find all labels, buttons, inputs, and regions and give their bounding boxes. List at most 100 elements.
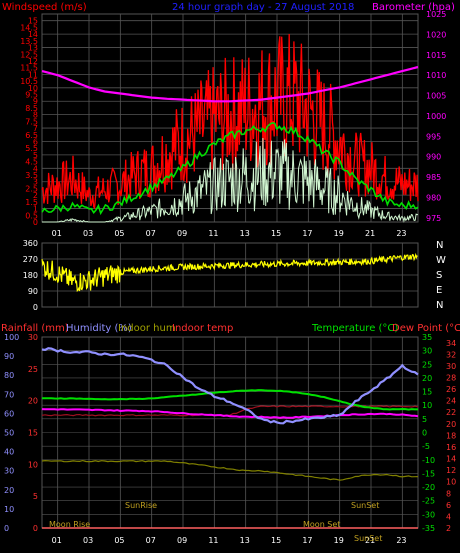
th-xtick-label: 03 [83, 536, 93, 545]
wind-ytick-label: 9 [33, 97, 38, 106]
th-xtick-label: 15 [271, 536, 281, 545]
compass-label: S [436, 270, 442, 281]
wind-xtick-label: 13 [240, 229, 250, 238]
indoor-ytick-label: 10 [446, 478, 456, 487]
wind-xtick-label: 17 [302, 229, 312, 238]
th-xtick-label: 07 [146, 536, 156, 545]
indoor-ytick-label: 34 [446, 339, 456, 348]
wind-ytick-label: 6 [33, 137, 38, 146]
indoor-ytick-label: 16 [446, 443, 456, 452]
humidity-ytick-label: 40 [4, 448, 14, 457]
indoor-ytick-label: 12 [446, 466, 456, 475]
indoor-ytick-label: 28 [446, 374, 456, 383]
wind-xtick-label: 05 [114, 229, 124, 238]
dewpoint-title: Dew Point (°C) [392, 323, 460, 334]
barometer-title: Barometer (hpa) [372, 2, 455, 13]
th-xtick-label: 01 [52, 536, 62, 545]
indoor-hum-line [41, 459, 419, 481]
wind-series [41, 33, 419, 223]
dir-ytick-label: 360 [23, 239, 38, 248]
baro-ytick-label: 990 [426, 153, 441, 162]
astro-annotation: Moon Rise [49, 520, 90, 529]
rain-ytick-label: 25 [28, 365, 38, 374]
th-xtick-label: 23 [396, 536, 406, 545]
indoor-ytick-label: 4 [446, 512, 451, 521]
wind-ytick-label: 13 [28, 44, 38, 53]
wind-xtick-label: 07 [146, 229, 156, 238]
dir-ytick-label: 90 [28, 287, 38, 296]
wind-ytick-label: 13.5 [20, 37, 38, 46]
temp-ytick-label: -5 [422, 442, 430, 451]
indoor-ytick-label: 2 [446, 524, 451, 533]
graph-title: 24 hour graph day - 27 August 2018 [172, 2, 354, 13]
rain-ytick-label: 20 [28, 397, 38, 406]
wind-ytick-label: 12.5 [20, 50, 38, 59]
wind-xtick-label: 23 [396, 229, 406, 238]
indoor-ytick-label: 24 [446, 397, 456, 406]
humidity-ytick-label: 50 [4, 429, 14, 438]
astro-annotation: SunSet [354, 534, 382, 543]
baro-ytick-label: 1005 [426, 92, 446, 101]
indoor-ytick-label: 14 [446, 455, 456, 464]
humidity-title: Humidity (%) [66, 323, 132, 334]
wind-ytick-label: 6.5 [25, 131, 38, 140]
wind-ytick-label: 9.5 [25, 91, 38, 100]
wind-ytick-label: 8 [33, 111, 38, 120]
baro-ytick-label: 985 [426, 173, 441, 182]
baro-ytick-label: 975 [426, 214, 441, 223]
wind-xtick-label: 15 [271, 229, 281, 238]
wind-ytick-label: 12 [28, 57, 38, 66]
wind-ytick-label: 2 [33, 191, 38, 200]
barometer-line [41, 65, 419, 103]
wind-axes: 01 03 05 07 09 11 13 15 17 19 21 2300.511.522.533.5… [20, 10, 446, 238]
rain-ytick-label: 15 [28, 429, 38, 438]
th-xtick-label: 19 [334, 536, 344, 545]
baro-ytick-label: 980 [426, 194, 441, 203]
wind-ytick-label: 4 [33, 164, 38, 173]
baro-ytick-label: 1025 [426, 10, 446, 19]
indoor-ytick-label: 18 [446, 431, 456, 440]
baro-ytick-label: 1010 [426, 71, 446, 80]
temp-ytick-label: 25 [422, 360, 432, 369]
wind-plot-area [41, 13, 419, 223]
wind-ytick-label: 14 [28, 30, 38, 39]
astro-annotation: SunRise [125, 501, 157, 510]
wind-ytick-label: 7 [33, 124, 38, 133]
dir-ytick-label: 270 [23, 255, 38, 264]
wind-ytick-label: 8.5 [25, 104, 38, 113]
windspeed-title: Windspeed (m/s) [2, 2, 87, 13]
wind-ytick-label: 11.5 [20, 64, 38, 73]
wind-ytick-label: 5 [33, 151, 38, 160]
wind-ytick-label: 4.5 [25, 158, 38, 167]
temp-ytick-label: -15 [422, 469, 435, 478]
temp-ytick-label: 20 [422, 374, 432, 383]
humidity-ytick-label: 30 [4, 467, 14, 476]
indoor-ytick-label: 8 [446, 489, 451, 498]
humidity-ytick-label: 100 [4, 333, 19, 342]
wind-ytick-label: 7.5 [25, 117, 38, 126]
wind-ytick-label: 14.5 [20, 23, 38, 32]
dew-point-line [41, 408, 419, 419]
rain-ytick-label: 30 [28, 333, 38, 342]
humidity-ytick-label: 20 [4, 486, 14, 495]
wind-direction-line [41, 252, 418, 293]
wind-ytick-label: 3 [33, 178, 38, 187]
temp-ytick-label: 35 [422, 333, 432, 342]
temperature-line [42, 389, 418, 411]
wind-xtick-label: 19 [334, 229, 344, 238]
indoor-hum-title: Indoor hum [118, 323, 176, 334]
humidity-line [41, 347, 419, 425]
temp-ytick-label: 5 [422, 415, 427, 424]
wind-ytick-label: 10 [28, 84, 38, 93]
th-xtick-label: 11 [208, 536, 218, 545]
wind-xtick-label: 01 [52, 229, 62, 238]
th-xtick-label: 13 [240, 536, 250, 545]
direction-series [41, 252, 418, 293]
compass-label: W [436, 255, 446, 266]
humidity-ytick-label: 0 [4, 524, 9, 533]
rainfall-title: Rainfall (mm) [1, 323, 69, 334]
wind-ytick-label: 1 [33, 205, 38, 214]
indoor-ytick-label: 26 [446, 385, 456, 394]
wind-ytick-label: 10.5 [20, 77, 38, 86]
